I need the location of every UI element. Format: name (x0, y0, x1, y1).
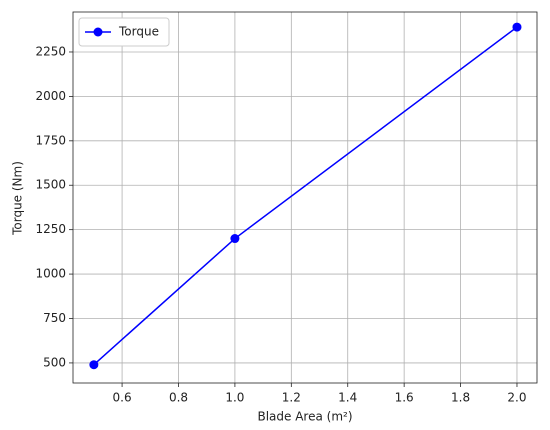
y-tick-label: 750 (43, 311, 66, 325)
y-tick-label: 1250 (35, 222, 66, 236)
y-tick-label: 1750 (35, 133, 66, 147)
x-tick-label: 1.6 (395, 391, 414, 405)
series-line (93, 26, 518, 366)
y-tick-label: 500 (43, 355, 66, 369)
x-tick-label: 0.6 (113, 391, 132, 405)
data-point (512, 22, 522, 32)
x-tick-label: 1.0 (225, 391, 244, 405)
legend-box (78, 17, 170, 47)
legend-marker (93, 27, 103, 37)
y-tick-label: 2250 (35, 44, 66, 58)
y-tick-label: 1000 (35, 267, 66, 281)
x-tick-label: 1.4 (338, 391, 357, 405)
y-tick-label: 2000 (35, 89, 66, 103)
x-tick-label: 1.8 (451, 391, 470, 405)
data-point (89, 360, 99, 370)
y-axis-label: Torque (Nm) (11, 161, 25, 236)
plot-frame (72, 11, 538, 384)
y-tick-label: 1500 (35, 178, 66, 192)
legend-label: Torque (118, 25, 159, 39)
x-axis-label: Blade Area (m²) (257, 410, 352, 424)
x-tick-label: 2.0 (507, 391, 526, 405)
data-point (230, 234, 240, 244)
x-tick-label: 0.8 (169, 391, 188, 405)
x-tick-label: 1.2 (282, 391, 301, 405)
